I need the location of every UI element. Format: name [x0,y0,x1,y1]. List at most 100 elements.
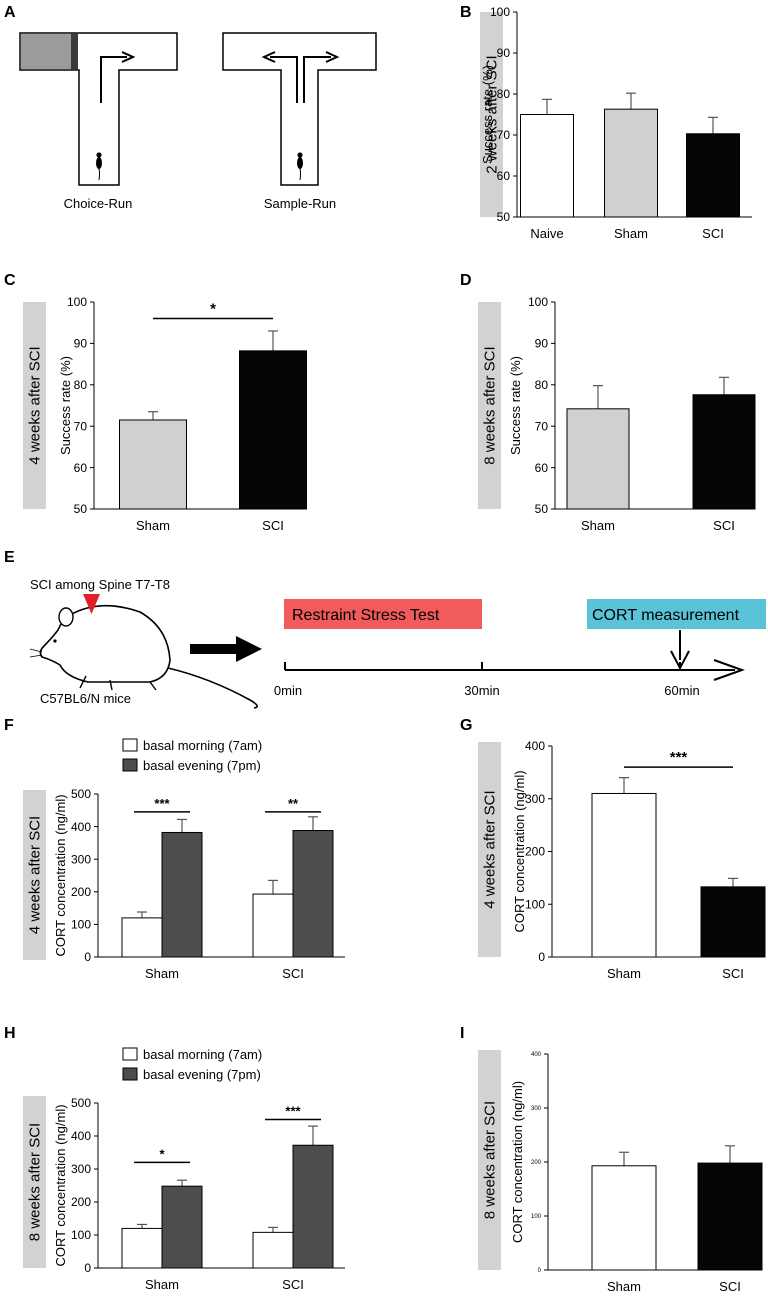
y-tick-label: 400 [71,1129,91,1143]
choice-run-caption: Choice-Run [64,196,133,211]
bar [252,1231,294,1269]
y-tick-label: 100 [71,918,91,932]
y-tick-label: 400 [531,1052,542,1058]
panel-letter: D [460,272,472,289]
x-tick-label: SCI [282,1277,304,1292]
y-tick-label: 60 [74,461,88,475]
mouse-strain-label: C57BL6/N mice [40,691,131,706]
side-label-box [23,1096,46,1268]
y-tick-label: 80 [535,378,549,392]
y-tick-label: 0 [84,950,91,964]
side-label: 8 weeks after SCI [482,346,499,464]
y-axis-label: Success rate (%) [508,356,523,455]
panel-letter: H [4,1025,16,1042]
legend-swatch [122,738,138,752]
t-maze-choice: Choice-Run [19,32,178,211]
sci-injury-marker [83,594,100,614]
y-tick-label: 90 [535,337,549,351]
bar [566,408,630,510]
y-tick-label: 80 [497,87,511,101]
y-tick-label: 200 [71,885,91,899]
x-tick-label: Sham [614,226,648,241]
y-axis-label: CORT concentration (ng/ml) [53,794,68,956]
x-tick-label: SCI [262,518,284,533]
y-axis-label: CORT concentration (ng/ml) [53,1104,68,1266]
bar [591,1165,657,1271]
y-tick-label: 50 [497,210,511,224]
y-tick-label: 500 [71,787,91,801]
y-tick-label: 300 [525,792,545,806]
side-label: 8 weeks after SCI [482,1101,499,1219]
y-tick-label: 200 [71,1195,91,1209]
panel-letter: G [460,717,472,734]
y-tick-label: 300 [531,1106,542,1112]
y-tick-label: 70 [497,128,511,142]
x-tick-label: Sham [145,1277,179,1292]
legend-swatch [122,758,138,772]
chart-h: H 8 weeks after SCI CORT concentration (ng… [4,1025,345,1292]
x-tick-label: SCI [713,518,735,533]
y-tick-label: 100 [67,295,87,309]
chart-i: I 8 weeks after SCI CORT concentration (ng… [460,1025,763,1294]
side-label: 4 weeks after SCI [27,816,44,934]
y-tick-label: 0 [538,1268,542,1274]
mouse-illustration [29,604,258,709]
bar [604,108,658,218]
legend-label: basal evening (7pm) [143,758,261,773]
panel-letter-a: A [4,4,16,21]
cort-measurement-label: CORT measurement [592,607,740,624]
x-tick-label: Naive [530,226,563,241]
y-axis-label: CORT concentration (ng/ml) [510,1081,525,1243]
y-tick-label: 100 [71,1228,91,1242]
y-tick-label: 80 [74,378,88,392]
legend-swatch [122,1067,138,1081]
significance-label: *** [285,1104,301,1119]
side-label-box [23,790,46,960]
y-tick-label: 100 [531,1214,542,1220]
side-label: 4 weeks after SCI [482,790,499,908]
restraint-box [284,599,482,629]
restraint-label: Restraint Stress Test [292,607,440,624]
panel-letter-e: E [4,549,15,566]
y-tick-label: 100 [490,5,510,19]
legend-label: basal morning (7am) [143,1047,262,1062]
y-tick-label: 90 [74,337,88,351]
big-arrow [190,636,262,662]
tick-label-0min: 0min [274,683,302,698]
panel-letter: B [460,4,472,21]
bar [700,886,766,958]
cort-measurement-box [587,599,766,629]
y-tick-label: 60 [535,461,549,475]
y-tick-label: 70 [535,419,549,433]
bar [692,394,756,510]
bar [292,830,334,958]
bar [686,133,740,218]
y-tick-label: 100 [525,897,545,911]
chart-f: F 4 weeks after SCI CORT concentration (ng… [4,717,345,981]
side-label-box [478,302,501,509]
x-tick-label: Sham [145,966,179,981]
significance-label: * [210,301,216,318]
panel-letter: F [4,717,14,734]
side-label-box [480,12,503,217]
y-tick-label: 200 [531,1160,542,1166]
chart-d: D 8 weeks after SCI Success rate (%) 50 60 70… [460,272,756,533]
panel-letter: I [460,1025,464,1042]
bar [119,419,187,510]
side-label: 8 weeks after SCI [27,1123,44,1241]
panel-e: E SCI among Spine T7-T8 C57BL6/N mice Re… [4,549,766,709]
y-tick-label: 50 [535,502,549,516]
y-tick-label: 300 [71,1162,91,1176]
significance-label: * [159,1146,165,1161]
sample-run-caption: Sample-Run [264,196,336,211]
legend-label: basal morning (7am) [143,738,262,753]
chart-g: G 4 weeks after SCI CORT concentration (ng… [460,717,766,981]
x-tick-label: Sham [136,518,170,533]
y-tick-label: 70 [74,419,88,433]
side-label-box [23,302,46,509]
y-tick-label: 50 [74,502,88,516]
side-label-box [478,1050,501,1270]
